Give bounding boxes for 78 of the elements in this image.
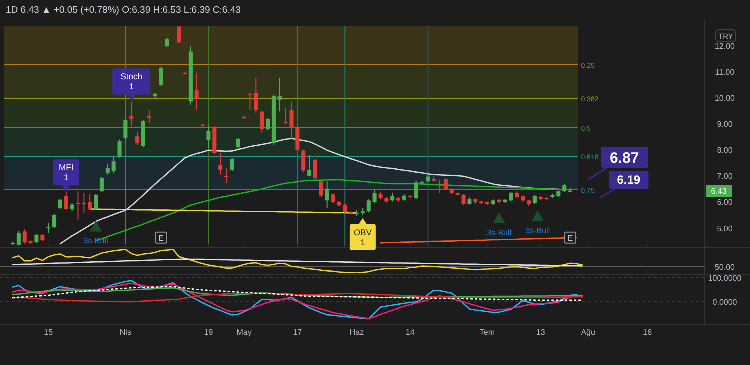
annotation: 3s-Bull [487, 228, 512, 238]
annotation: 6.19 [617, 173, 641, 187]
candlestick [58, 198, 62, 210]
candlestick [22, 229, 27, 244]
candlestick [438, 179, 442, 194]
candlestick [230, 157, 234, 172]
candlestick [46, 222, 51, 234]
candlestick [165, 38, 170, 48]
candlestick [426, 172, 430, 183]
x-tick-label: Ağu [581, 328, 596, 337]
line-series [12, 293, 584, 303]
candlestick [296, 122, 300, 152]
candlestick [325, 181, 330, 209]
candlestick [206, 124, 211, 149]
annotation: E [568, 234, 574, 243]
x-tick-label: Nis [120, 328, 132, 337]
x-tick-label: Tem [480, 328, 496, 337]
candlestick [444, 178, 448, 190]
y-tick-label: 10.00 [714, 94, 736, 104]
candlestick [313, 158, 318, 180]
text: 6.43 [711, 187, 728, 196]
annotation: 6.87 [610, 150, 640, 167]
candlestick [16, 230, 21, 246]
candlestick [159, 66, 164, 87]
candlestick [124, 118, 128, 140]
candlestick [88, 194, 92, 211]
candlestick [224, 168, 229, 184]
candlestick [52, 213, 57, 229]
candlestick [462, 194, 466, 206]
candlestick [64, 191, 68, 211]
candlestick [302, 150, 306, 173]
y-tick-label: 0.0000 [712, 298, 738, 308]
chart-title: 1D 6.43 ▲ +0.05 (+0.78%) O:6.39 H:6.53 L:6.39 C:6.43 [6, 5, 241, 16]
candlestick [34, 234, 39, 244]
candlestick [343, 204, 348, 214]
candlestick [218, 152, 223, 176]
candlestick [136, 131, 140, 146]
annotation: 3s-Bull [84, 236, 108, 246]
candlestick [372, 190, 377, 204]
candlestick [236, 138, 240, 150]
x-tick-label: 14 [406, 328, 416, 337]
candlestick [118, 139, 122, 158]
annotation: 3s-Bull [526, 226, 550, 236]
y-tick-label: 11.00 [715, 68, 736, 78]
annotation: Stoch 1 [120, 72, 143, 92]
candlestick [94, 194, 98, 211]
x-tick-label: 13 [536, 328, 546, 337]
candlestick [194, 72, 199, 111]
y-tick-label: 5.00 [717, 224, 734, 234]
candlestick [147, 110, 152, 124]
candlestick [278, 78, 282, 112]
y-tick-label: 6.00 [717, 198, 734, 208]
x-tick-label: Haz [350, 328, 364, 337]
annotation: MFI 1 [59, 162, 74, 183]
candlestick [331, 193, 336, 204]
x-tick-label: 16 [643, 328, 653, 337]
y-tick-label: 8.00 [717, 146, 734, 156]
candlestick [266, 118, 270, 132]
annotation: OBV 1 [354, 227, 372, 248]
y-tick-label: 12.00 [714, 42, 736, 52]
candlestick [112, 156, 116, 174]
candlestick [130, 101, 134, 128]
y-tick-label: 9.00 [717, 120, 734, 130]
candlestick [308, 154, 312, 178]
candlestick [260, 110, 264, 134]
x-tick-label: 15 [44, 328, 54, 337]
y-tick-label: 7.00 [717, 172, 734, 182]
annotation: E [158, 234, 164, 243]
candlestick [319, 180, 324, 198]
candlestick [106, 164, 110, 176]
x-tick-label: 17 [293, 328, 303, 337]
x-tick-label: May [236, 328, 252, 337]
candlestick [100, 177, 104, 193]
x-tick-label: 19 [204, 328, 214, 337]
text: 50.00 [714, 262, 736, 272]
candlestick [177, 26, 182, 44]
y-tick-label: 100.0000 [708, 274, 742, 283]
candlestick [366, 199, 371, 214]
